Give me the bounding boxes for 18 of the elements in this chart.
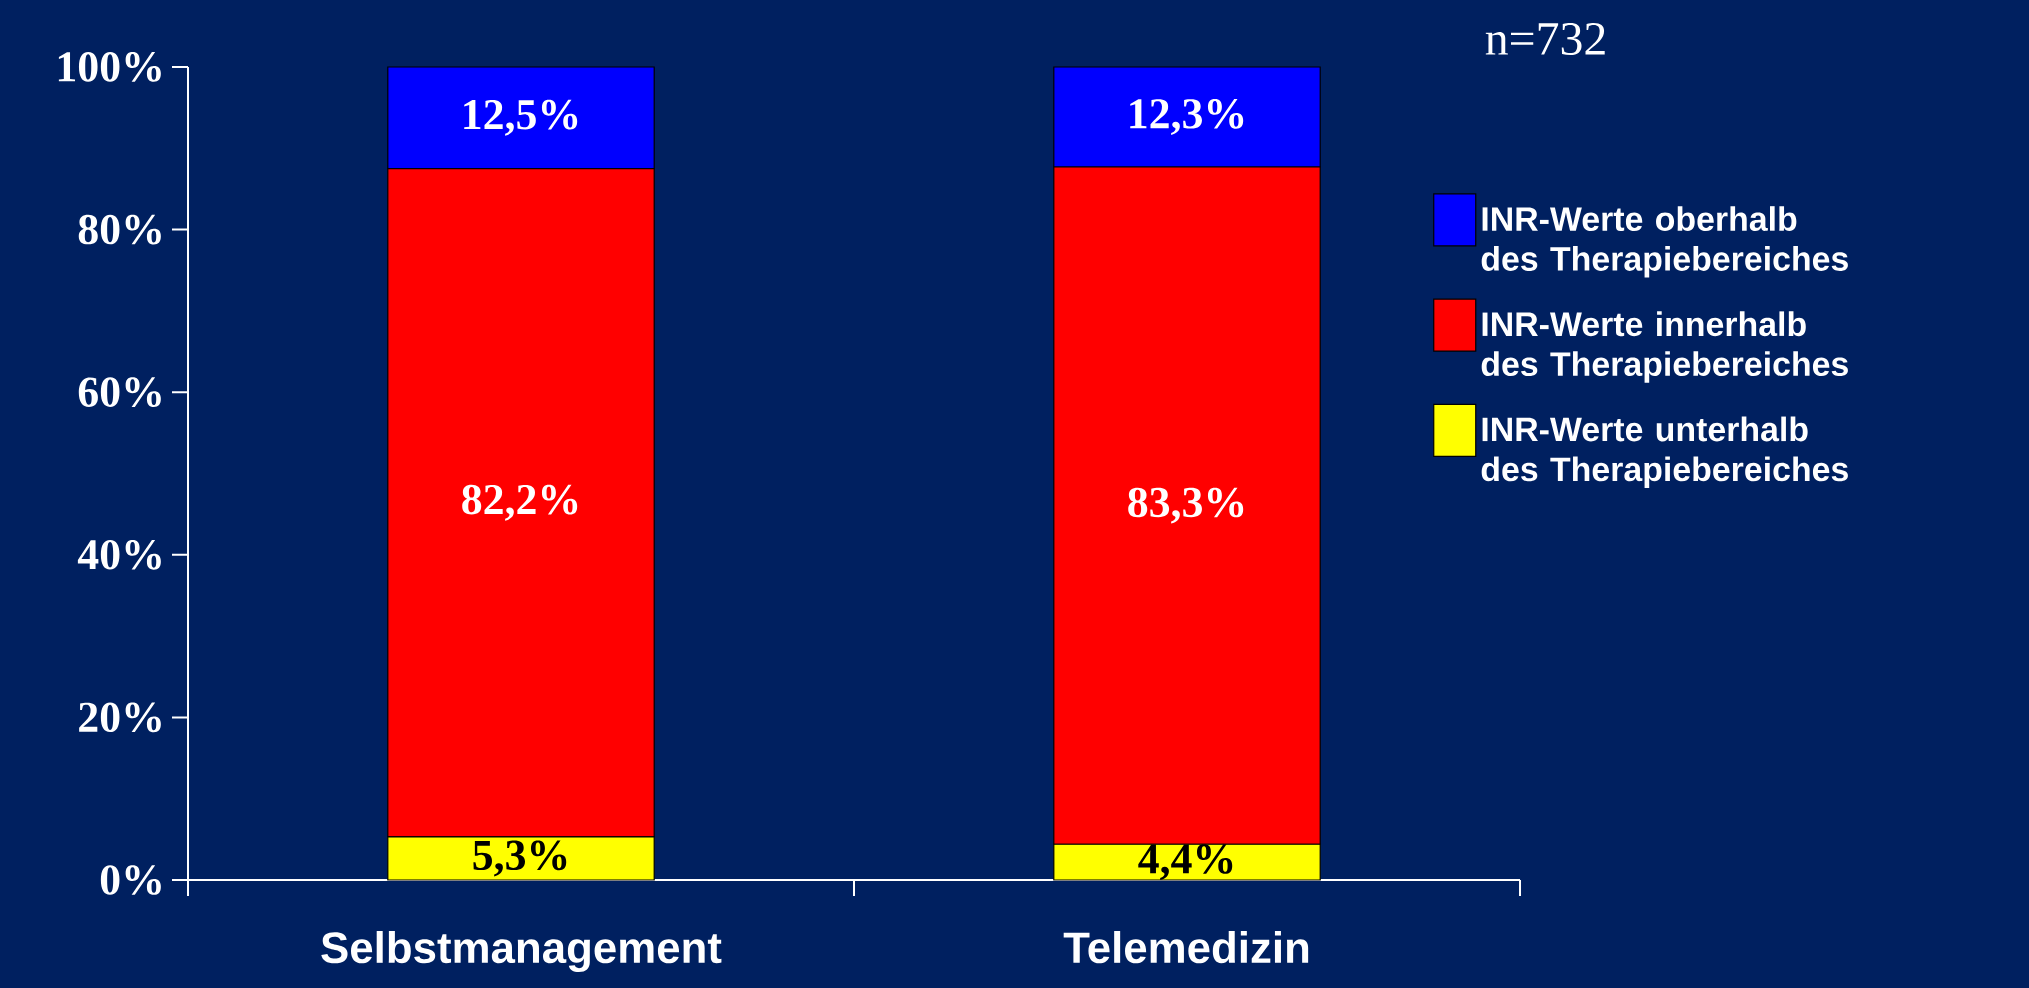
data-label: 83,3% (1128, 487, 1244, 524)
legend-label: INR-Werte innerhalb des Therapiebereiches (1481, 311, 1848, 383)
data-label: 12,5% (464, 99, 578, 136)
y-tick-label: 80% (78, 214, 161, 245)
legend-label: INR-Werte oberhalb des Therapiebereiches (1481, 206, 1848, 278)
data-label: 12,3% (1130, 99, 1244, 135)
y-tick-label: 20% (79, 702, 161, 733)
text: n=732 (1485, 22, 1605, 56)
legend-label: INR-Werte unterhalb des Therapiebereiches (1481, 416, 1848, 488)
y-tick-label: 60% (78, 377, 161, 408)
x-tick-label: Selbstmanagement (321, 931, 722, 973)
y-tick-label: 0% (100, 865, 161, 895)
y-tick-label: 100% (58, 52, 161, 82)
y-tick-label: 40% (77, 539, 161, 570)
data-label: 4,4% (1138, 844, 1233, 881)
data-label: 5,3% (473, 840, 567, 877)
data-label: 82,2% (462, 484, 578, 521)
x-tick-label: Telemedizin (1063, 931, 1309, 964)
